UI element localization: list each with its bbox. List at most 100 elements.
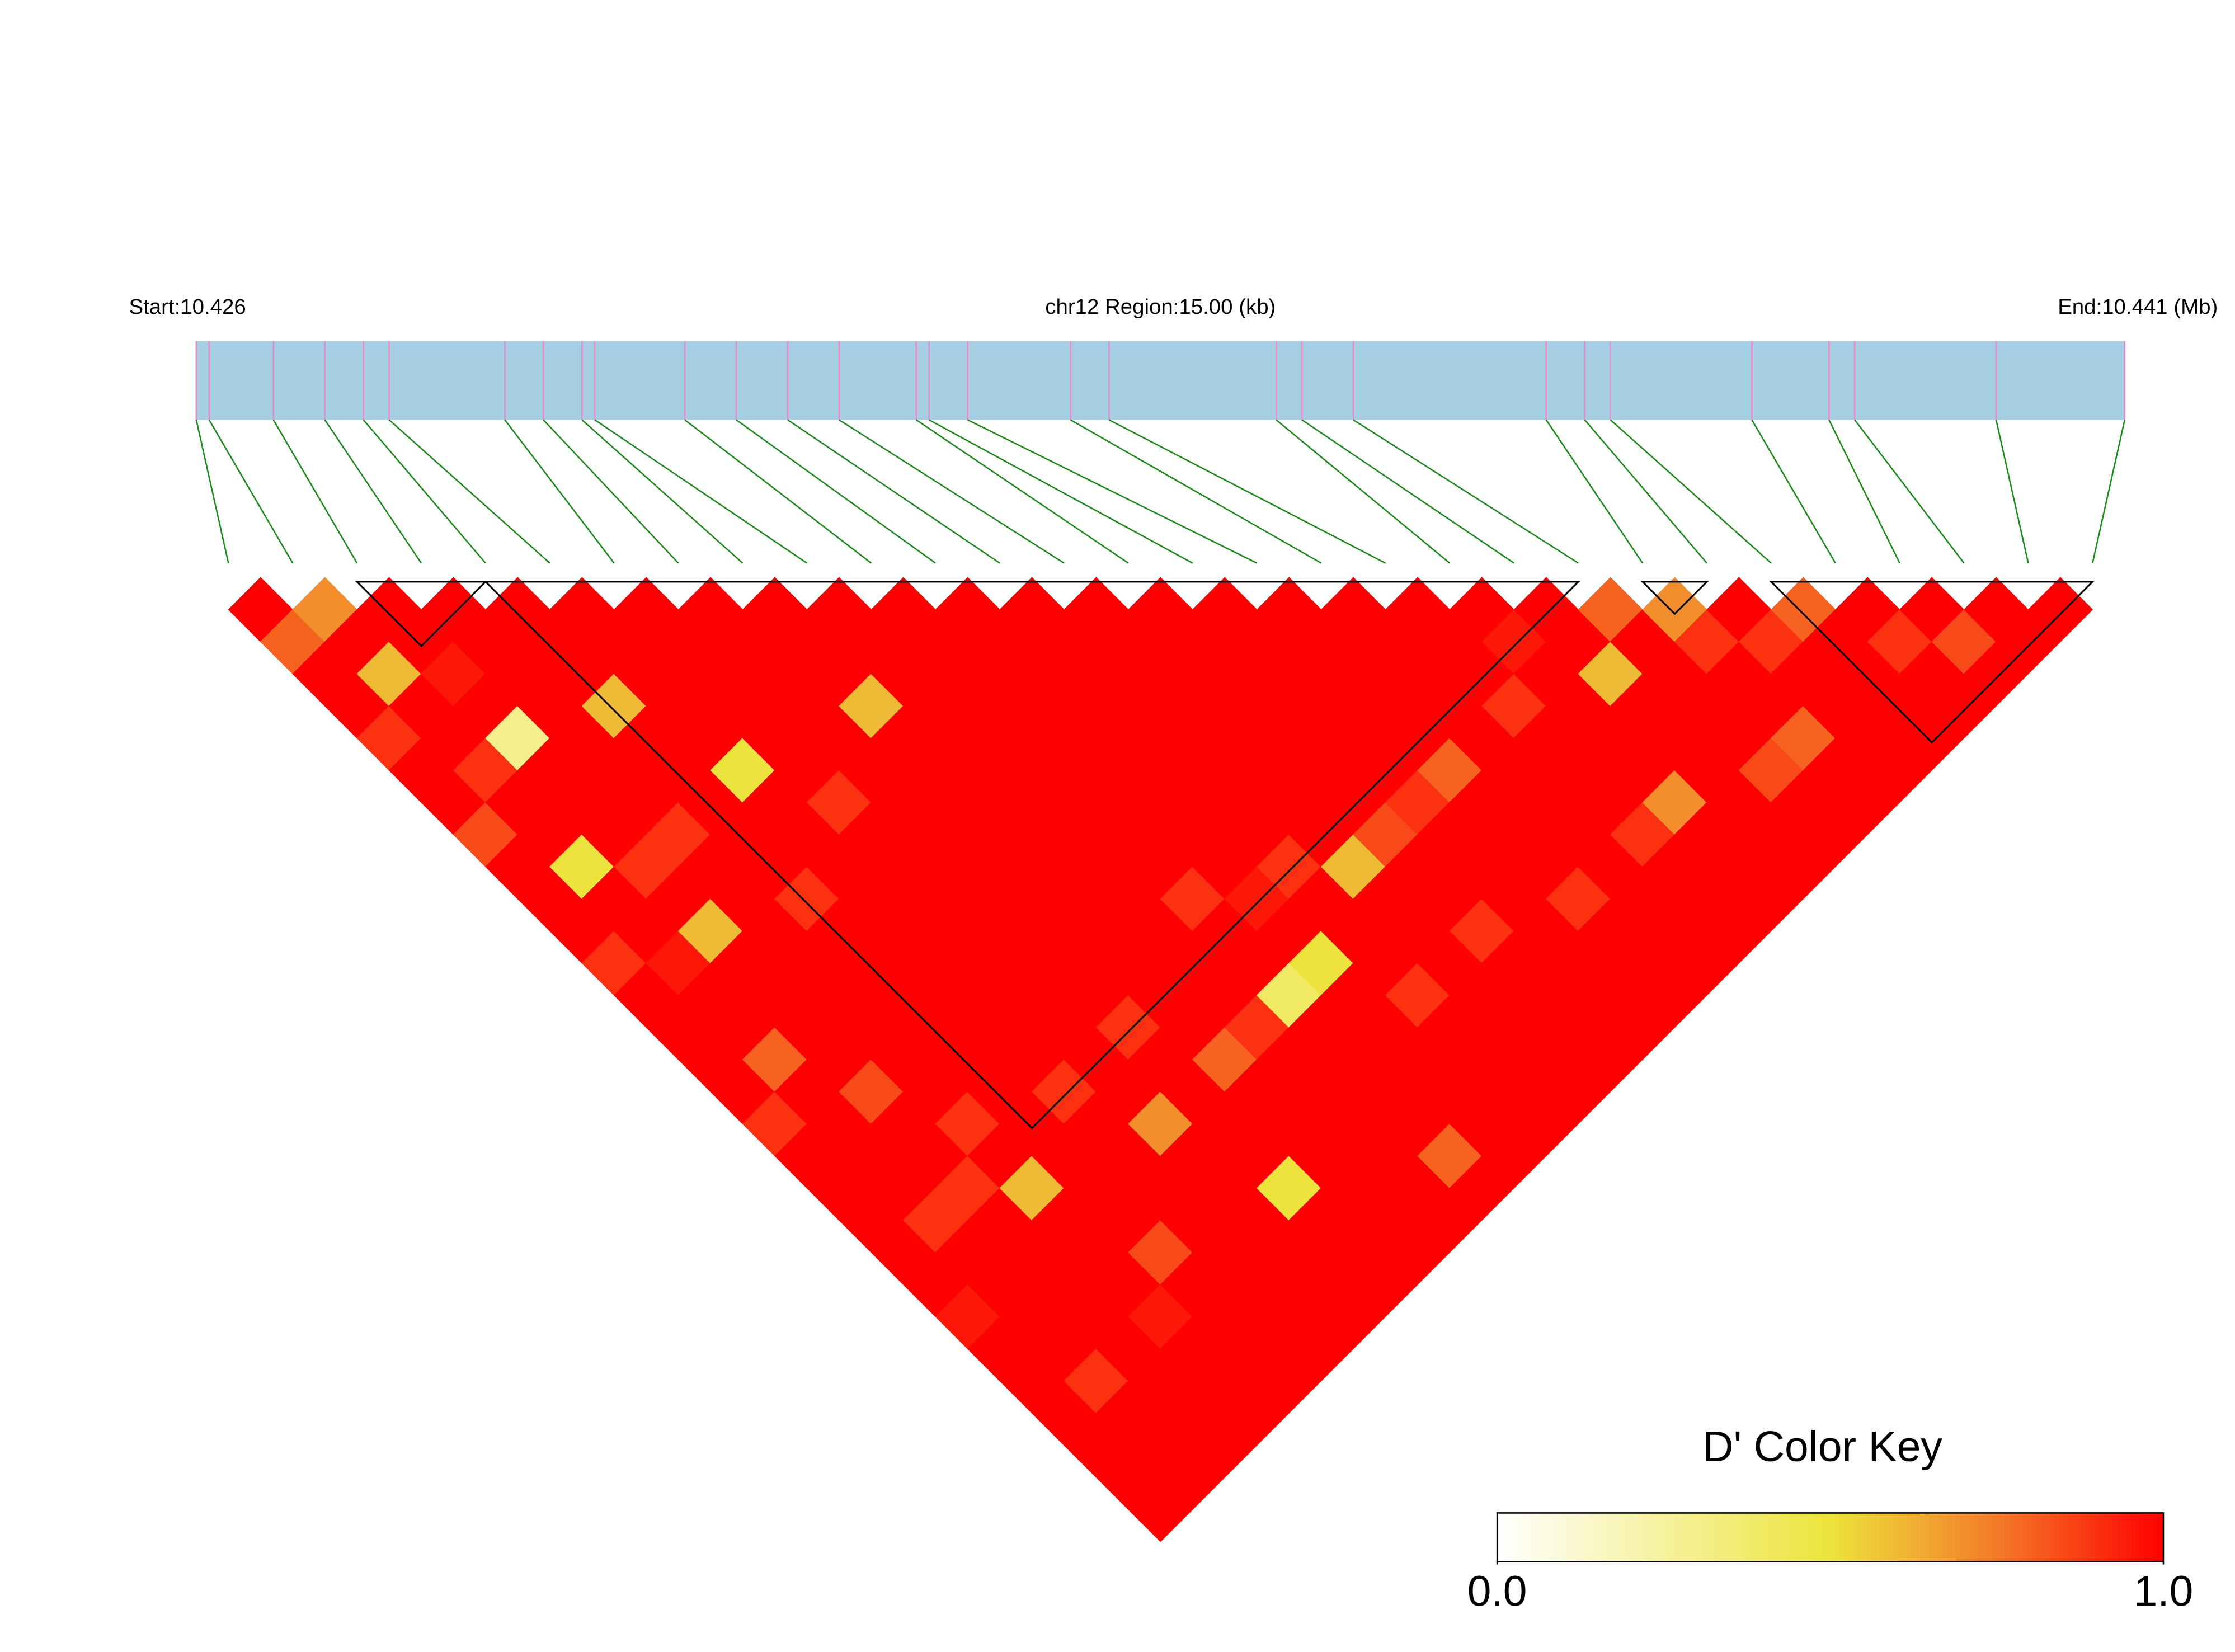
- ld-cell: [774, 673, 840, 739]
- colorbar-tick-label: 0.0: [1467, 1568, 1527, 1616]
- snp-connector: [967, 419, 1258, 564]
- ld-cell: [1192, 1027, 1258, 1093]
- ld-cell: [1192, 577, 1258, 642]
- ld-cell: [1738, 802, 1804, 867]
- snp-connector: [208, 419, 294, 564]
- ld-cell: [1417, 802, 1483, 867]
- snp-connector: [1854, 419, 1965, 564]
- ld-cell: [871, 898, 936, 964]
- snp-connector: [839, 419, 1065, 564]
- snp-connector: [929, 419, 1193, 564]
- start-label: Start:10.426: [129, 295, 246, 319]
- ld-cell: [806, 1027, 872, 1093]
- ld-cell: [1578, 962, 1643, 1028]
- ld-cell: [1578, 705, 1643, 771]
- ld-cell: [999, 577, 1065, 642]
- ld-cell: [1513, 898, 1579, 964]
- snp-connector: [915, 419, 1129, 564]
- snp-connector: [272, 419, 358, 564]
- ld-cell: [1610, 866, 1676, 931]
- ld-cell: [1192, 1348, 1258, 1414]
- ld-cell: [999, 1091, 1065, 1157]
- ld-cell: [1224, 609, 1290, 675]
- ld-cell: [1224, 1251, 1290, 1317]
- ld-block-outline: [355, 581, 488, 647]
- ld-cell: [517, 802, 583, 867]
- ld-cell: [1224, 802, 1290, 867]
- snp-connector: [1070, 419, 1322, 564]
- ld-cell: [1803, 802, 1868, 867]
- ld-cell: [1803, 609, 1868, 675]
- ld-cell: [1610, 930, 1676, 996]
- ld-cell: [1095, 1123, 1161, 1189]
- ld-cell: [1192, 898, 1258, 964]
- snp-connector: [736, 419, 936, 564]
- ld-cell: [1578, 898, 1643, 964]
- ld-cell: [1192, 641, 1258, 707]
- ld-cell: [1610, 673, 1676, 739]
- region-bar: [196, 341, 2125, 420]
- ld-cell: [1064, 1027, 1129, 1093]
- snp-connector: [1301, 419, 1514, 564]
- ld-cell: [1578, 641, 1643, 707]
- ld-cell: [1031, 1123, 1097, 1189]
- ld-cell: [1610, 737, 1676, 803]
- snp-connector: [787, 419, 1000, 564]
- ld-cell: [1417, 1187, 1483, 1253]
- ld-cell: [1578, 770, 1643, 835]
- ld-cell: [1031, 802, 1097, 867]
- ld-cell: [1803, 673, 1868, 739]
- ld-cell: [774, 609, 840, 675]
- snp-connector: [504, 419, 615, 564]
- ld-cell: [2027, 577, 2093, 642]
- snp-connector: [543, 419, 679, 564]
- ld-cell: [1578, 577, 1643, 642]
- ld-cell: [774, 802, 840, 867]
- ld-cell: [1803, 737, 1868, 803]
- ld-cell: [1224, 1380, 1290, 1446]
- colorbar-tick-label: 1.0: [2134, 1568, 2194, 1616]
- snp-connector: [363, 419, 486, 564]
- ld-block-outline: [1769, 581, 2095, 744]
- ld-cell: [1417, 1123, 1483, 1189]
- ld-cell: [1031, 673, 1097, 739]
- ld-cell: [1031, 1251, 1097, 1317]
- snp-connector: [1108, 419, 1386, 564]
- ld-cell: [999, 1027, 1065, 1093]
- ld-cell: [1320, 577, 1386, 642]
- ld-cell: [646, 802, 711, 867]
- ld-cell: [1064, 898, 1129, 964]
- snp-connector: [684, 419, 872, 564]
- ld-cell: [1610, 802, 1676, 867]
- ld-cell: [710, 673, 775, 739]
- ld-cell: [999, 641, 1065, 707]
- ld-cell: [806, 962, 872, 1028]
- colorbar-title: D' Color Key: [1702, 1423, 1942, 1471]
- snp-connector: [1995, 420, 2029, 563]
- ld-cell: [1095, 802, 1161, 867]
- end-label: End:10.441 (Mb): [2058, 295, 2218, 319]
- snp-connector: [594, 419, 808, 564]
- ld-cell: [806, 1091, 872, 1157]
- snp-connector: [2092, 420, 2126, 563]
- snp-connector: [1353, 419, 1579, 564]
- ld-cell: [1320, 962, 1386, 1028]
- ld-cell: [677, 577, 744, 642]
- ld-cell: [710, 802, 775, 867]
- ld-block-outline: [1640, 581, 1709, 615]
- ld-cell: [871, 1027, 936, 1093]
- snp-connector: [1828, 419, 1900, 564]
- ld-cell: [1513, 1027, 1579, 1093]
- snp-connector: [324, 419, 422, 564]
- ld-cell: [677, 1027, 744, 1093]
- ld-cell: [549, 898, 615, 964]
- ld-cell: [806, 641, 872, 707]
- ld-cell: [999, 962, 1065, 1028]
- snp-connector: [1610, 419, 1772, 564]
- snp-connector: [388, 419, 550, 564]
- ld-cell: [1095, 609, 1161, 675]
- ld-cell: [1224, 1123, 1290, 1189]
- ld-cell: [1320, 641, 1386, 707]
- ld-cell: [871, 641, 936, 707]
